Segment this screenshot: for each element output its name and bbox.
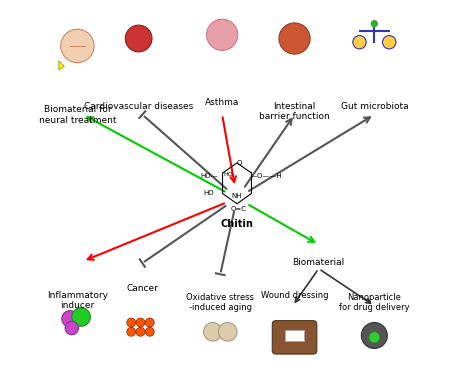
Text: Nanoparticle
for drug delivery: Nanoparticle for drug delivery — [339, 293, 410, 312]
Text: Inflammatory
inducer: Inflammatory inducer — [47, 291, 108, 310]
Text: Chitin: Chitin — [220, 219, 254, 229]
Text: Cardiovascular diseases: Cardiovascular diseases — [84, 102, 193, 111]
Circle shape — [125, 25, 152, 52]
Polygon shape — [59, 61, 64, 70]
Circle shape — [383, 36, 396, 49]
Circle shape — [136, 327, 145, 336]
Circle shape — [146, 318, 154, 327]
Text: Wound dressing: Wound dressing — [261, 291, 328, 300]
Circle shape — [65, 321, 79, 335]
Circle shape — [361, 322, 387, 349]
Text: HO—: HO— — [201, 173, 218, 179]
Text: —O——H: —O——H — [251, 173, 283, 179]
Circle shape — [219, 322, 237, 341]
Circle shape — [127, 327, 136, 336]
Circle shape — [353, 36, 366, 49]
Circle shape — [62, 311, 78, 327]
Text: HO: HO — [224, 172, 233, 177]
FancyBboxPatch shape — [272, 321, 317, 354]
Circle shape — [279, 23, 310, 54]
Circle shape — [372, 21, 377, 27]
Text: Intestinal
barrier function: Intestinal barrier function — [259, 102, 330, 121]
Text: O=C: O=C — [231, 206, 247, 212]
Text: HO: HO — [204, 190, 214, 196]
Circle shape — [61, 29, 94, 62]
Circle shape — [136, 318, 145, 327]
Circle shape — [72, 308, 91, 326]
Text: O: O — [236, 160, 242, 166]
Text: NH: NH — [232, 193, 242, 199]
Bar — [285, 330, 304, 341]
Circle shape — [146, 327, 154, 336]
Text: Biomaterial for
neural treatment: Biomaterial for neural treatment — [38, 105, 116, 125]
Circle shape — [207, 19, 238, 50]
Circle shape — [127, 318, 136, 327]
Text: Gut microbiota: Gut microbiota — [340, 102, 408, 111]
Text: Biomaterial: Biomaterial — [292, 258, 345, 267]
Text: Cancer: Cancer — [127, 283, 158, 292]
Text: Asthma: Asthma — [205, 98, 239, 107]
Circle shape — [369, 332, 380, 343]
Text: Oxidative stress
-induced aging: Oxidative stress -induced aging — [186, 293, 254, 312]
Circle shape — [204, 322, 222, 341]
